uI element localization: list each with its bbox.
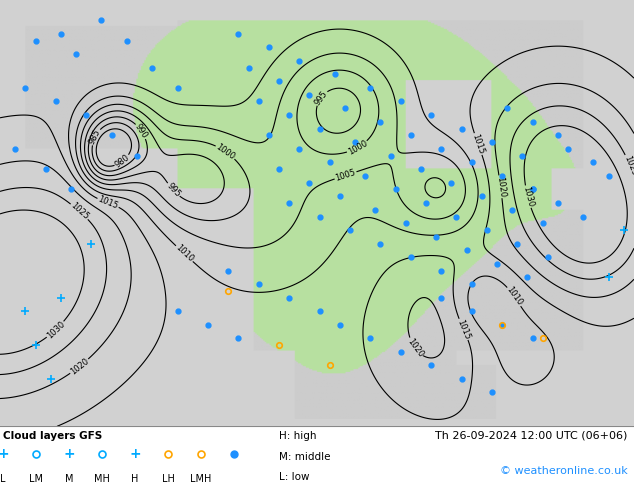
Text: L: low: L: low xyxy=(279,472,309,482)
Text: H: H xyxy=(131,473,139,484)
Text: 1010: 1010 xyxy=(505,285,524,308)
Text: L: L xyxy=(1,473,6,484)
Text: LH: LH xyxy=(162,473,174,484)
Text: 1000: 1000 xyxy=(346,139,369,157)
Text: LM: LM xyxy=(29,473,43,484)
Text: 1025: 1025 xyxy=(68,201,90,222)
Text: 1020: 1020 xyxy=(68,356,91,376)
Text: MH: MH xyxy=(94,473,110,484)
Text: 980: 980 xyxy=(113,153,131,170)
Text: 1015: 1015 xyxy=(96,195,119,211)
Text: 1015: 1015 xyxy=(455,318,472,341)
Text: 1020: 1020 xyxy=(405,337,425,359)
Text: +: + xyxy=(0,447,9,461)
Text: +: + xyxy=(63,447,75,461)
Text: M: M xyxy=(65,473,74,484)
Text: +: + xyxy=(129,447,141,461)
Text: H: high: H: high xyxy=(279,431,316,441)
Text: 995: 995 xyxy=(313,89,329,107)
Text: 1030: 1030 xyxy=(45,319,67,340)
Text: 990: 990 xyxy=(133,122,150,140)
Text: Cloud layers GFS: Cloud layers GFS xyxy=(3,431,103,441)
Text: Th 26-09-2024 12:00 UTC (06+06): Th 26-09-2024 12:00 UTC (06+06) xyxy=(436,431,628,441)
Text: 985: 985 xyxy=(87,128,103,146)
Text: © weatheronline.co.uk: © weatheronline.co.uk xyxy=(500,466,628,476)
Text: 1005: 1005 xyxy=(334,168,357,183)
Text: 1015: 1015 xyxy=(470,133,486,155)
Text: M: middle: M: middle xyxy=(279,452,330,462)
Text: 1030: 1030 xyxy=(521,185,534,208)
Text: 1025: 1025 xyxy=(622,154,634,177)
Text: 1010: 1010 xyxy=(174,243,195,264)
Text: LMH: LMH xyxy=(190,473,212,484)
Text: 1000: 1000 xyxy=(214,142,237,161)
Text: 1020: 1020 xyxy=(495,176,507,198)
Text: 995: 995 xyxy=(165,181,182,199)
